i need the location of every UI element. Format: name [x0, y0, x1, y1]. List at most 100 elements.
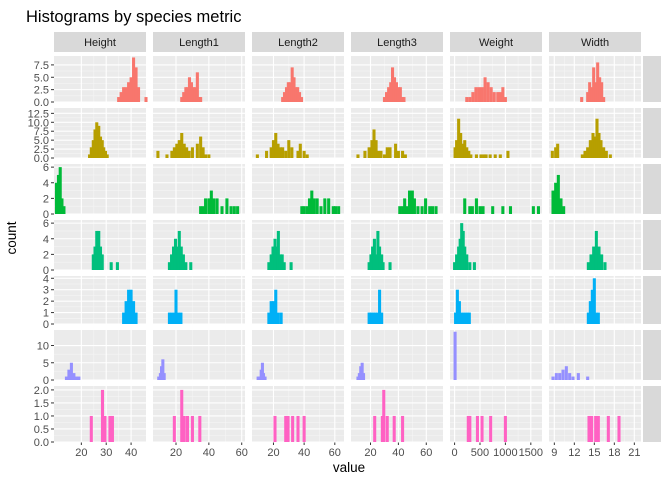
histogram-bar	[271, 301, 275, 324]
histogram-bar	[162, 373, 166, 380]
histogram-bar	[586, 147, 590, 158]
histogram-bar	[416, 206, 420, 214]
histogram-bar	[185, 415, 190, 442]
x-tick-label: 20	[170, 447, 182, 459]
x-tick-label: 20	[267, 447, 279, 459]
histogram-bar	[597, 246, 601, 270]
histogram-bar	[269, 254, 273, 270]
histogram-bar	[201, 147, 205, 158]
histogram-bar	[493, 154, 497, 158]
histogram-bar	[179, 312, 183, 324]
histogram-bar	[296, 87, 300, 102]
histogram-bar	[209, 190, 213, 214]
histogram-bar	[475, 415, 479, 442]
histogram-bar	[137, 87, 141, 102]
histogram-bar	[127, 289, 131, 324]
histogram-bar	[207, 154, 211, 158]
histogram-bar	[255, 154, 259, 158]
histogram-bar	[597, 133, 601, 158]
row-strip	[643, 108, 661, 158]
histogram-bar	[161, 359, 165, 380]
histogram-bar	[89, 415, 93, 442]
histogram-bar	[176, 312, 180, 324]
x-tick-label: 20	[75, 447, 87, 459]
histogram-bar	[486, 82, 490, 102]
histogram-bar	[187, 77, 192, 102]
histogram-bar	[185, 147, 189, 158]
histogram-bar	[267, 312, 271, 324]
histogram-bar	[602, 97, 606, 102]
histogram-bar	[590, 415, 594, 442]
histogram-bar	[269, 301, 273, 324]
histogram-bar	[274, 133, 278, 158]
histogram-bar	[477, 87, 481, 102]
histogram-bar	[590, 289, 594, 324]
histogram-bar	[290, 147, 294, 158]
row-strip	[643, 56, 661, 102]
histogram-bar	[479, 154, 483, 158]
histogram-bar	[382, 97, 386, 102]
histogram-bar	[127, 82, 131, 102]
y-tick-label: 2.5	[34, 85, 49, 97]
x-tick-label: 9	[551, 447, 557, 459]
histogram-bar	[596, 415, 600, 442]
column-strip	[549, 32, 641, 52]
histogram-bar	[310, 190, 314, 214]
histogram-bar	[453, 262, 457, 270]
histogram-bar	[323, 198, 327, 214]
histogram-bar	[189, 82, 193, 102]
histogram-bar	[536, 206, 540, 214]
y-tick-label: 4	[43, 234, 49, 246]
histogram-bar	[199, 136, 203, 158]
histogram-bar	[600, 254, 604, 270]
histogram-bar	[380, 312, 384, 324]
histogram-bar	[305, 154, 309, 158]
histogram-bar	[122, 87, 126, 102]
histogram-bar	[282, 92, 287, 102]
histogram-bar	[167, 262, 171, 270]
histogram-bar	[319, 206, 323, 214]
histogram-bar	[54, 182, 59, 214]
histogram-bar	[594, 415, 598, 442]
x-tick-label: 40	[392, 447, 404, 459]
histogram-bar	[187, 150, 191, 158]
histogram-bar	[376, 230, 380, 270]
histogram-bar	[385, 147, 389, 158]
histogram-bar	[583, 150, 587, 158]
histogram-bar	[369, 312, 373, 324]
y-tick-label: 0.0	[34, 437, 49, 449]
histogram-bar	[172, 246, 176, 270]
histogram-bar	[315, 198, 319, 214]
y-tick-label: 1.5	[34, 398, 49, 410]
histogram-bar	[391, 67, 395, 102]
histogram-bar	[260, 362, 264, 380]
histogram-bar	[586, 262, 590, 270]
histogram-bar	[596, 312, 600, 324]
x-tick-label: 20	[364, 447, 376, 459]
histogram-bar	[554, 182, 558, 214]
histogram-bar	[177, 140, 181, 158]
histogram-bar	[594, 312, 598, 324]
histogram-bar	[506, 150, 510, 158]
histogram-bar	[472, 262, 476, 270]
panel-background	[252, 108, 344, 158]
row-strip	[643, 220, 661, 270]
y-axis-title: count	[4, 221, 19, 254]
histogram-bar	[531, 206, 535, 214]
histogram-bar	[229, 206, 233, 214]
histogram-bar	[558, 373, 562, 380]
histogram-bar	[595, 118, 599, 158]
histogram-bar	[554, 147, 558, 158]
histogram-bar	[370, 140, 374, 158]
histogram-bar	[367, 147, 371, 158]
histogram-bar	[580, 97, 584, 102]
histogram-bar	[424, 198, 428, 214]
histogram-bar	[167, 312, 171, 324]
histogram-bar	[122, 312, 126, 324]
panel-background	[54, 386, 146, 442]
x-tick-label: 1000	[493, 447, 517, 459]
histogram-bar	[182, 143, 186, 158]
histogram-bar	[550, 150, 554, 158]
histogram-bar	[603, 262, 607, 270]
histogram-bar	[482, 154, 486, 158]
